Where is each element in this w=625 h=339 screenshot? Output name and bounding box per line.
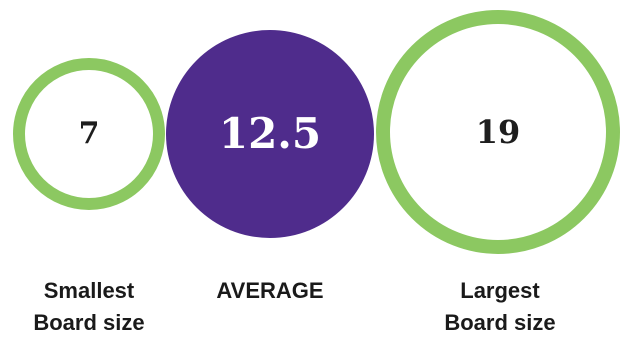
average-caption: AVERAGE — [170, 275, 370, 307]
largest-board-size-caption: Largest Board size — [398, 275, 602, 339]
average-board-size-circle: 12.5 — [166, 30, 374, 238]
largest-board-size-value: 19 — [475, 113, 521, 151]
largest-caption-line1: Largest — [460, 278, 540, 303]
smallest-caption-line1: Smallest — [43, 278, 135, 303]
smallest-board-size-caption: Smallest Board size — [0, 275, 178, 339]
smallest-board-size-circle: 7 — [13, 58, 165, 210]
largest-caption-line2: Board size — [444, 310, 556, 335]
average-board-size-value: 12.5 — [218, 109, 322, 158]
largest-board-size-circle: 19 — [376, 10, 620, 254]
smallest-caption-line2: Board size — [33, 310, 145, 335]
average-caption-label: AVERAGE — [216, 278, 324, 303]
smallest-board-size-value: 7 — [78, 116, 100, 151]
